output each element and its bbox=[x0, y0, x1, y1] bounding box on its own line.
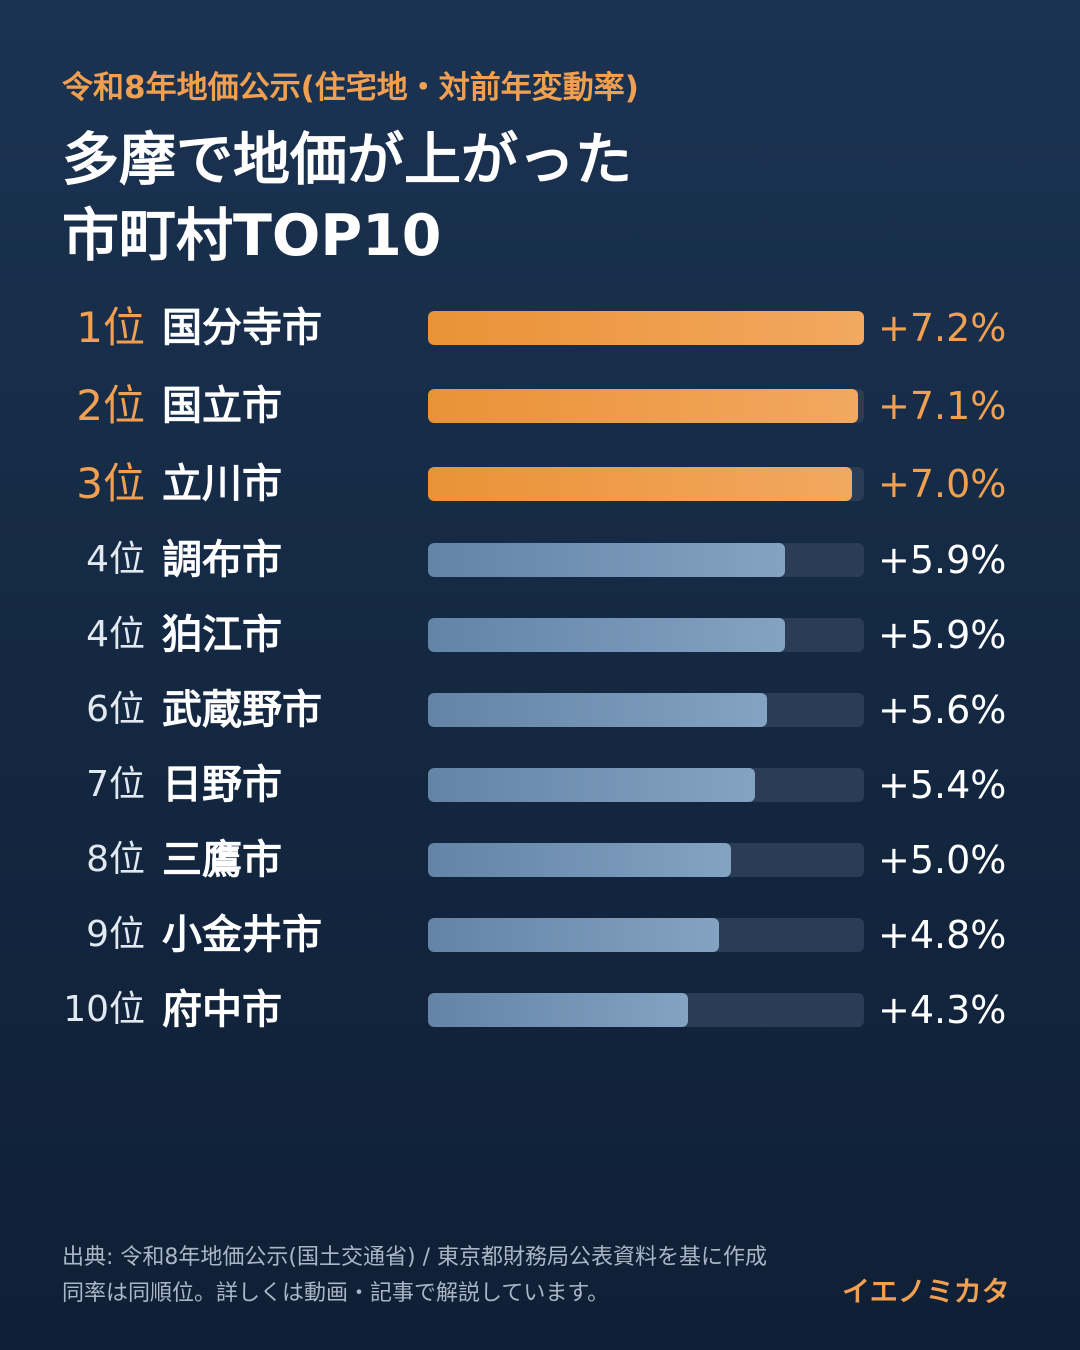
bar-row: 2位 国立市 +7.1% bbox=[0, 376, 1080, 436]
bar bbox=[428, 993, 688, 1027]
bar bbox=[428, 543, 785, 577]
bar-track bbox=[428, 467, 864, 501]
category-label: 日野市 bbox=[162, 762, 282, 808]
category-label: 狛江市 bbox=[162, 612, 282, 658]
category-label: 武蔵野市 bbox=[162, 687, 322, 733]
value-label: +5.4% bbox=[878, 763, 1007, 807]
bar-row: 6位 武蔵野市 +5.6% bbox=[0, 680, 1080, 740]
rank-label: 2位 bbox=[76, 381, 145, 430]
rank-label: 4位 bbox=[86, 539, 145, 580]
bar-row: 3位 立川市 +7.0% bbox=[0, 454, 1080, 514]
bar-track bbox=[428, 693, 864, 727]
bar bbox=[428, 693, 767, 727]
chart-subtitle: 令和8年地価公示(住宅地・対前年変動率) bbox=[62, 70, 639, 106]
value-label: +5.6% bbox=[878, 688, 1007, 732]
bar bbox=[428, 843, 731, 877]
rank-label: 8位 bbox=[86, 839, 145, 880]
category-label: 調布市 bbox=[162, 537, 282, 583]
rank-label: 10位 bbox=[63, 989, 145, 1030]
chart-title: 多摩で地価が上がった 市町村TOP10 bbox=[62, 122, 632, 274]
value-label: +4.8% bbox=[878, 913, 1007, 957]
bar-row: 7位 日野市 +5.4% bbox=[0, 755, 1080, 815]
rank-label: 6位 bbox=[86, 689, 145, 730]
bar-row: 8位 三鷹市 +5.0% bbox=[0, 830, 1080, 890]
value-label: +4.3% bbox=[878, 988, 1007, 1032]
rank-label: 3位 bbox=[76, 459, 145, 508]
category-label: 国立市 bbox=[162, 383, 282, 429]
bar bbox=[428, 311, 864, 345]
bar-track bbox=[428, 843, 864, 877]
chart-title-line-1: 多摩で地価が上がった bbox=[62, 127, 632, 193]
value-label: +7.0% bbox=[878, 462, 1007, 506]
value-label: +7.1% bbox=[878, 384, 1007, 428]
chart-title-line-2: 市町村TOP10 bbox=[62, 203, 442, 269]
category-label: 立川市 bbox=[162, 461, 282, 507]
tie-note: 同率は同順位。詳しくは動画・記事で解説しています。 bbox=[62, 1281, 610, 1306]
category-label: 国分寺市 bbox=[162, 305, 322, 351]
bar-track bbox=[428, 993, 864, 1027]
category-label: 府中市 bbox=[162, 987, 282, 1033]
value-label: +5.9% bbox=[878, 613, 1007, 657]
bar-row: 4位 調布市 +5.9% bbox=[0, 530, 1080, 590]
bar bbox=[428, 389, 858, 423]
bar-track bbox=[428, 543, 864, 577]
category-label: 小金井市 bbox=[162, 912, 322, 958]
rank-label: 4位 bbox=[86, 614, 145, 655]
value-label: +5.9% bbox=[878, 538, 1007, 582]
bar-track bbox=[428, 918, 864, 952]
source-note: 出典: 令和8年地価公示(国土交通省) / 東京都財務局公表資料を基に作成 bbox=[62, 1245, 767, 1270]
bar bbox=[428, 467, 852, 501]
bar bbox=[428, 618, 785, 652]
value-label: +5.0% bbox=[878, 838, 1007, 882]
bar-row: 9位 小金井市 +4.8% bbox=[0, 905, 1080, 965]
bar-track bbox=[428, 311, 864, 345]
rank-label: 1位 bbox=[76, 303, 145, 352]
rank-label: 7位 bbox=[86, 764, 145, 805]
rank-label: 9位 bbox=[86, 914, 145, 955]
bar-row: 1位 国分寺市 +7.2% bbox=[0, 298, 1080, 358]
category-label: 三鷹市 bbox=[162, 837, 282, 883]
bar-row: 10位 府中市 +4.3% bbox=[0, 980, 1080, 1040]
brand-logo: イエノミカタ bbox=[842, 1275, 1010, 1308]
bar-track bbox=[428, 389, 864, 423]
value-label: +7.2% bbox=[878, 306, 1007, 350]
bar-track bbox=[428, 618, 864, 652]
bar-track bbox=[428, 768, 864, 802]
bar-row: 4位 狛江市 +5.9% bbox=[0, 605, 1080, 665]
footer-notes: 出典: 令和8年地価公示(国土交通省) / 東京都財務局公表資料を基に作成 同率… bbox=[62, 1240, 767, 1312]
bar bbox=[428, 768, 755, 802]
bar bbox=[428, 918, 719, 952]
